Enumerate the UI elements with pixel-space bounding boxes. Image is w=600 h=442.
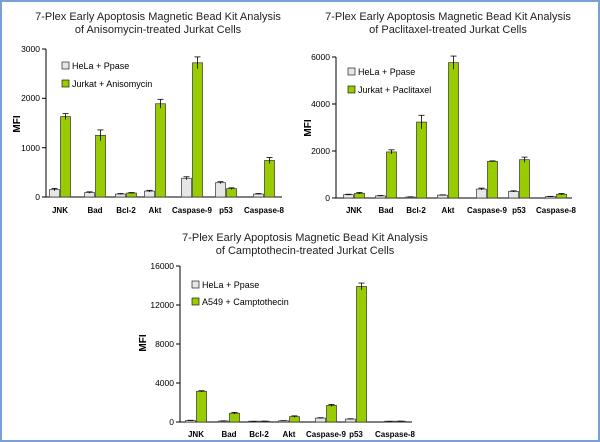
- y-tick-label: 2000: [21, 93, 40, 103]
- chart-title-line2: of Paclitaxel-treated Jurkat Cells: [369, 24, 527, 36]
- bar-hela-ppase: [508, 191, 519, 199]
- bar-hela-ppase: [215, 182, 226, 198]
- x-tick-label: Bad: [87, 206, 102, 215]
- legend-label-treated: Jurkat + Paclitaxel: [358, 85, 431, 95]
- legend-label-hela: HeLa + Ppase: [72, 61, 129, 71]
- x-tick-label: Caspase-9: [306, 430, 347, 439]
- y-tick-label: 1000: [21, 143, 40, 153]
- legend-label-hela: HeLa + Ppase: [202, 280, 259, 290]
- bar-hela-ppase: [345, 418, 356, 423]
- x-tick-labels: JNK Bad Bcl-2 Akt Caspase-9 p53 Caspase-…: [188, 430, 416, 439]
- y-tick-label: 6000: [311, 52, 330, 62]
- bar-hela-ppase: [476, 188, 487, 199]
- x-tick-label: Bcl-2: [249, 430, 269, 439]
- chart-anisomycin: 7-Plex Early Apoptosis Magnetic Bead Kit…: [12, 11, 285, 215]
- legend-label-treated: A549 + Camptothecin: [202, 297, 289, 307]
- y-tick-label: 8000: [155, 339, 174, 349]
- bar-treated: [416, 121, 427, 199]
- x-tick-label: p53: [349, 430, 363, 439]
- legend-label-hela: HeLa + Ppase: [358, 67, 415, 77]
- x-tick-labels: JNK Bad Bcl-2 Akt Caspase-9 p53 Caspase-…: [52, 206, 285, 215]
- x-tick-label: Akt: [283, 430, 296, 439]
- bar-hela-ppase: [343, 194, 354, 199]
- chart-title-line1: 7-Plex Early Apoptosis Magnetic Bead Kit…: [35, 11, 281, 23]
- x-tick-label: p53: [512, 206, 526, 215]
- legend-swatch-hela: [61, 61, 70, 70]
- bar-hela-ppase: [437, 194, 448, 199]
- y-tick-label: 2000: [311, 146, 330, 156]
- bar-treated: [487, 160, 498, 199]
- y-axis-label: MFI: [303, 119, 314, 136]
- chart-title-line2: of Camptothecin-treated Jurkat Cells: [216, 245, 395, 257]
- bars: [49, 56, 275, 198]
- bar-treated: [95, 134, 106, 198]
- bar-treated: [229, 412, 240, 423]
- bar-treated: [448, 62, 459, 199]
- x-tick-label: p53: [219, 206, 233, 215]
- bar-treated: [326, 405, 337, 423]
- legend-swatch-hela: [347, 67, 356, 76]
- bar-treated: [192, 62, 203, 198]
- legend: HeLa + Ppase Jurkat + Paclitaxel: [347, 67, 431, 95]
- bar-treated: [386, 151, 397, 199]
- legend-swatch-treated: [61, 79, 70, 88]
- x-tick-label: Bad: [221, 430, 236, 439]
- x-tick-label: Akt: [149, 206, 162, 215]
- bar-treated: [264, 160, 275, 198]
- x-tick-label: JNK: [188, 430, 204, 439]
- x-tick-label: Caspase-8: [536, 206, 577, 215]
- x-tick-label: JNK: [52, 206, 68, 215]
- bars: [185, 282, 406, 423]
- y-tick-label: 4000: [155, 378, 174, 388]
- x-tick-label: Caspase-8: [375, 430, 416, 439]
- y-axis-label: MFI: [12, 115, 23, 132]
- bar-hela-ppase: [181, 177, 192, 198]
- bars: [343, 55, 567, 199]
- x-tick-label: Bcl-2: [116, 206, 136, 215]
- bar-treated: [155, 103, 166, 198]
- x-tick-label: Caspase-8: [244, 206, 285, 215]
- legend-swatch-hela: [191, 280, 200, 289]
- legend-label-treated: Jurkat + Anisomycin: [72, 79, 152, 89]
- y-axis-label: MFI: [138, 334, 149, 351]
- bar-treated: [60, 116, 71, 198]
- legend: HeLa + Ppase A549 + Camptothecin: [191, 280, 289, 307]
- y-tick-label: 3000: [21, 44, 40, 54]
- chart-camptothecin: 7-Plex Early Apoptosis Magnetic Bead Kit…: [138, 232, 428, 439]
- bar-treated: [126, 192, 137, 198]
- y-tick-label: 0: [35, 192, 40, 202]
- bar-treated: [519, 159, 530, 199]
- legend-swatch-treated: [347, 85, 356, 94]
- y-tick-label: 16000: [150, 261, 174, 271]
- x-tick-label: Caspase-9: [172, 206, 213, 215]
- x-tick-label: Bcl-2: [406, 206, 426, 215]
- x-tick-label: Caspase-9: [467, 206, 508, 215]
- chart-title-line1: 7-Plex Early Apoptosis Magnetic Bead Kit…: [325, 11, 571, 23]
- y-tick-label: 4000: [311, 99, 330, 109]
- y-tick-label: 0: [325, 193, 330, 203]
- y-tick-label: 0: [169, 417, 174, 427]
- x-tick-labels: JNK Bad Bcl-2 Akt Caspase-9 p53 Caspase-…: [346, 206, 577, 215]
- legend-swatch-treated: [191, 297, 200, 306]
- x-tick-label: Akt: [442, 206, 455, 215]
- bar-hela-ppase: [315, 417, 326, 423]
- chart-title-line2: of Anisomycin-treated Jurkat Cells: [75, 24, 242, 36]
- bar-treated: [356, 286, 367, 423]
- x-tick-label: JNK: [346, 206, 362, 215]
- y-tick-label: 12000: [150, 300, 174, 310]
- bar-hela-ppase: [144, 190, 155, 198]
- legend: HeLa + Ppase Jurkat + Anisomycin: [61, 61, 152, 89]
- bar-treated: [196, 390, 207, 423]
- chart-title-line1: 7-Plex Early Apoptosis Magnetic Bead Kit…: [182, 232, 428, 244]
- bar-treated: [289, 416, 300, 423]
- bar-treated: [226, 188, 237, 198]
- x-tick-label: Bad: [378, 206, 393, 215]
- chart-paclitaxel: 7-Plex Early Apoptosis Magnetic Bead Kit…: [303, 11, 577, 215]
